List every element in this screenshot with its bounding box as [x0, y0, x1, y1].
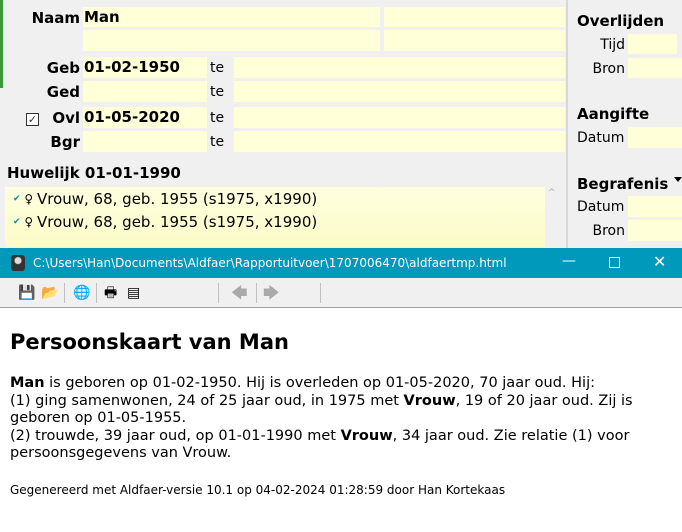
generated-footer: Gegenereerd met Aldfaer-versie 10.1 op 0…	[10, 482, 506, 497]
begrafenis-datum-label: Datum	[577, 199, 625, 215]
report-content: Persoonskaart van Man Man is geboren op …	[0, 308, 682, 532]
list-item[interactable]: ✔ ♀ Vrouw, 68, geb. 1955 (s1975, x1990)	[13, 190, 318, 208]
bgr-label: Bgr	[50, 133, 80, 151]
text: (1) ging samenwonen, 24 of 25 jaar oud, …	[10, 392, 404, 409]
overlijden-heading: Overlijden	[577, 12, 665, 30]
ovl-te-label: te	[210, 110, 225, 126]
text: , 34 jaar oud. Zie relatie (1) voor pers…	[10, 427, 630, 462]
report-paragraph: Man is geboren op 01-02-1950. Hij is ove…	[10, 375, 670, 463]
female-icon: ♀	[20, 215, 37, 229]
begrafenis-heading: Begrafenis	[577, 175, 669, 193]
window-titlebar[interactable]: C:\Users\Han\Documents\Aldfaer\Rapportui…	[0, 248, 682, 278]
back-arrow-icon[interactable]: 🡄	[231, 283, 248, 302]
ovl-checkbox[interactable]: ✓	[26, 113, 39, 126]
dropdown-triangle-icon[interactable]	[674, 177, 682, 182]
tijd-label: Tijd	[600, 37, 625, 53]
app-portrait-icon	[11, 255, 25, 271]
female-icon: ♀	[20, 192, 37, 206]
tijd-field[interactable]	[628, 34, 677, 54]
partner-name: Vrouw	[340, 427, 393, 444]
geb-place-field[interactable]	[234, 57, 565, 78]
naam-field-3[interactable]	[83, 30, 380, 51]
aangifte-heading: Aangifte	[577, 105, 650, 123]
begrafenis-datum-field[interactable]	[628, 196, 682, 217]
ged-place-field[interactable]	[234, 81, 565, 102]
browser-toolbar: 💾 📂 🌐 🖶 ▤ 🡄 🡆	[0, 278, 682, 308]
panel-divider	[566, 0, 568, 248]
text: (2) trouwde, 39 jaar oud, op 01-01-1990 …	[10, 427, 341, 444]
page-setup-icon[interactable]: ▤	[127, 285, 141, 301]
ovl-label: Ovl	[52, 109, 80, 127]
geb-date-field[interactable]: 01-02-1950	[83, 57, 207, 78]
maximize-button[interactable]	[609, 257, 620, 268]
close-button[interactable]: ✕	[653, 252, 667, 271]
bgr-te-label: te	[210, 134, 225, 150]
open-folder-icon[interactable]: 📂	[41, 285, 59, 301]
minimize-button[interactable]: —	[562, 253, 576, 269]
report-heading: Persoonskaart van Man	[10, 330, 289, 354]
bron-label: Bron	[592, 61, 626, 77]
partner-name: Vrouw	[403, 392, 456, 409]
ovl-place-field[interactable]	[234, 107, 565, 128]
text: is geboren op 01-02-1950. Hij is overled…	[44, 375, 595, 391]
green-strip	[0, 0, 3, 88]
ged-te-label: te	[210, 84, 225, 100]
bgr-place-field[interactable]	[234, 131, 565, 152]
naam-label: Naam	[31, 9, 80, 27]
begrafenis-bron-field[interactable]	[628, 220, 682, 241]
ovl-date-field[interactable]: 01-05-2020	[83, 107, 207, 128]
scroll-up-icon[interactable]: ^	[548, 188, 556, 198]
globe-icon[interactable]: 🌐	[73, 285, 91, 301]
window-title: C:\Users\Han\Documents\Aldfaer\Rapportui…	[33, 256, 507, 270]
naam-field-4[interactable]	[384, 30, 565, 51]
geb-label: Geb	[46, 59, 80, 77]
ged-date-field[interactable]	[83, 81, 207, 102]
bron-field[interactable]	[628, 58, 682, 78]
naam-field[interactable]: Man	[83, 7, 380, 27]
ged-label: Ged	[46, 83, 80, 101]
bgr-date-field[interactable]	[83, 131, 207, 152]
aangifte-datum-field[interactable]	[628, 127, 682, 148]
begrafenis-bron-label: Bron	[592, 223, 626, 239]
datum-label: Datum	[577, 130, 625, 146]
text: , 19 of 20 jaar oud. Zij is geboren op 0…	[10, 392, 633, 427]
forward-arrow-icon[interactable]: 🡆	[263, 283, 280, 302]
person-name: Man	[10, 375, 45, 391]
naam-field-2[interactable]	[384, 7, 565, 27]
print-icon[interactable]: 🖶	[104, 285, 118, 301]
geb-te-label: te	[210, 60, 225, 76]
check-icon: ✔	[13, 217, 21, 227]
relations-list[interactable]: ✔ ♀ Vrouw, 68, geb. 1955 (s1975, x1990) …	[5, 187, 545, 247]
save-icon[interactable]: 💾	[18, 285, 36, 301]
huwelijk-heading: Huwelijk 01-01-1990	[7, 164, 181, 182]
check-icon: ✔	[13, 194, 21, 204]
list-item[interactable]: ✔ ♀ Vrouw, 68, geb. 1955 (s1975, x1990)	[13, 213, 318, 231]
